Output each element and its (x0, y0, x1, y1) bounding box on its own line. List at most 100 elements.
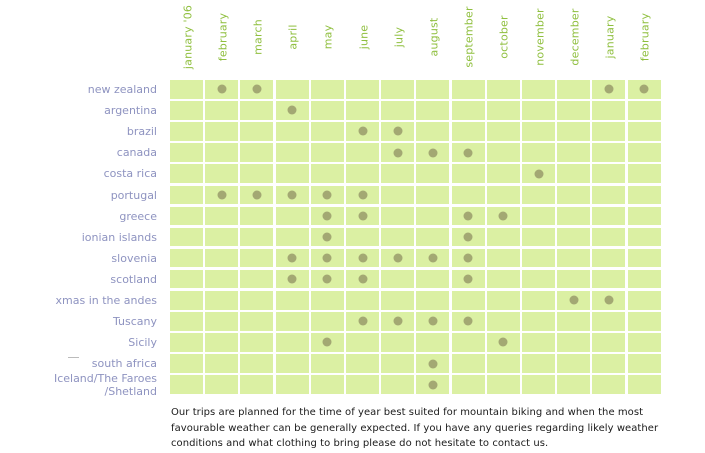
calendar-cell (381, 143, 415, 162)
trip-dot (322, 253, 332, 263)
calendar-cell (275, 164, 309, 183)
calendar-cell (346, 164, 379, 183)
calendar-cell (170, 122, 203, 141)
calendar-cell (381, 164, 415, 183)
calendar-cell (346, 312, 379, 331)
calendar-cell (310, 248, 344, 268)
destination-label-line: /Shetland (104, 385, 158, 399)
calendar-cell (381, 80, 415, 99)
calendar-cell (310, 143, 344, 162)
calendar-cell (346, 375, 379, 394)
calendar-cell (522, 80, 555, 99)
calendar-cell (627, 375, 661, 394)
month-label: february (216, 12, 230, 62)
calendar-cell (557, 185, 591, 204)
calendar-cell (275, 122, 309, 141)
calendar-cell (275, 185, 309, 204)
calendar-cell (170, 248, 203, 268)
calendar-cell (416, 269, 450, 289)
calendar-cell (170, 333, 203, 352)
trip-dot (217, 84, 227, 94)
calendar-cell (416, 375, 450, 394)
calendar-cell (205, 312, 239, 331)
trip-dot (428, 380, 438, 390)
calendar-cell (346, 143, 379, 162)
calendar-cell (557, 375, 591, 394)
calendar-cell (627, 122, 661, 141)
trip-dot (463, 274, 473, 284)
destination-label: south africa (91, 357, 157, 371)
calendar-cell (205, 248, 239, 268)
month-label: may (321, 24, 335, 50)
calendar-cell (310, 101, 344, 120)
calendar-cell (522, 122, 555, 141)
trip-dot (217, 190, 227, 200)
trip-dot (604, 84, 614, 94)
calendar-cell (205, 143, 239, 162)
calendar-cell (205, 333, 239, 352)
trip-dot (358, 316, 367, 326)
trip-dot (393, 126, 403, 136)
calendar-cell (557, 333, 591, 352)
calendar-cell (170, 375, 203, 394)
calendar-cell (627, 227, 661, 247)
calendar-cell (592, 248, 626, 268)
calendar-cell (275, 80, 309, 99)
calendar-cell (451, 101, 485, 120)
calendar-cell (346, 269, 379, 289)
calendar-cell (205, 206, 239, 226)
calendar-cell (346, 101, 379, 120)
calendar-cell (205, 80, 239, 99)
destination-label: scotland (110, 272, 157, 286)
calendar-cell (381, 101, 415, 120)
trip-dot (287, 253, 297, 263)
trip-dot (463, 316, 473, 326)
calendar-cell (416, 164, 450, 183)
destination-label: ionian islands (81, 230, 157, 244)
calendar-cell (627, 80, 661, 99)
calendar-cell (240, 101, 274, 120)
calendar-cell (486, 80, 520, 99)
trip-dot (393, 316, 403, 326)
calendar-cell (240, 291, 274, 310)
calendar-cell (205, 375, 239, 394)
calendar-cell (170, 101, 203, 120)
calendar-cell (240, 354, 274, 373)
destination-label-line: Iceland/The Faroes (53, 372, 157, 386)
calendar-cell (557, 143, 591, 162)
calendar-cell (381, 206, 415, 226)
calendar-cell (486, 291, 520, 310)
calendar-cell (416, 122, 450, 141)
calendar-cell (627, 248, 661, 268)
calendar-cell (522, 164, 555, 183)
calendar-cell (557, 164, 591, 183)
calendar-cell (205, 185, 239, 204)
destination-label: new zealand (87, 83, 157, 96)
calendar-cell (451, 248, 485, 268)
month-header: september (452, 4, 487, 70)
month-label: april (286, 24, 300, 50)
destination-label: costa rica (103, 167, 157, 181)
trip-dot (287, 190, 297, 200)
calendar-cell (310, 80, 344, 99)
calendar-cell (486, 122, 520, 141)
calendar-cell (486, 269, 520, 289)
trip-dot (393, 148, 403, 158)
calendar-cell (240, 333, 274, 352)
calendar-cell (240, 80, 274, 99)
calendar-cell (275, 143, 309, 162)
calendar-cell (522, 291, 555, 310)
trip-dot (428, 359, 438, 369)
calendar-cell (557, 312, 591, 331)
calendar-cell (451, 333, 485, 352)
calendar-cell (346, 206, 379, 226)
month-header: january (592, 4, 627, 70)
calendar-cell (486, 312, 520, 331)
calendar-cell (310, 164, 344, 183)
calendar-cell (381, 269, 415, 289)
calendar-cell (205, 101, 239, 120)
calendar-cell (486, 354, 520, 373)
calendar-cell (592, 185, 626, 204)
calendar-cell (240, 312, 274, 331)
trip-dot (358, 190, 367, 200)
